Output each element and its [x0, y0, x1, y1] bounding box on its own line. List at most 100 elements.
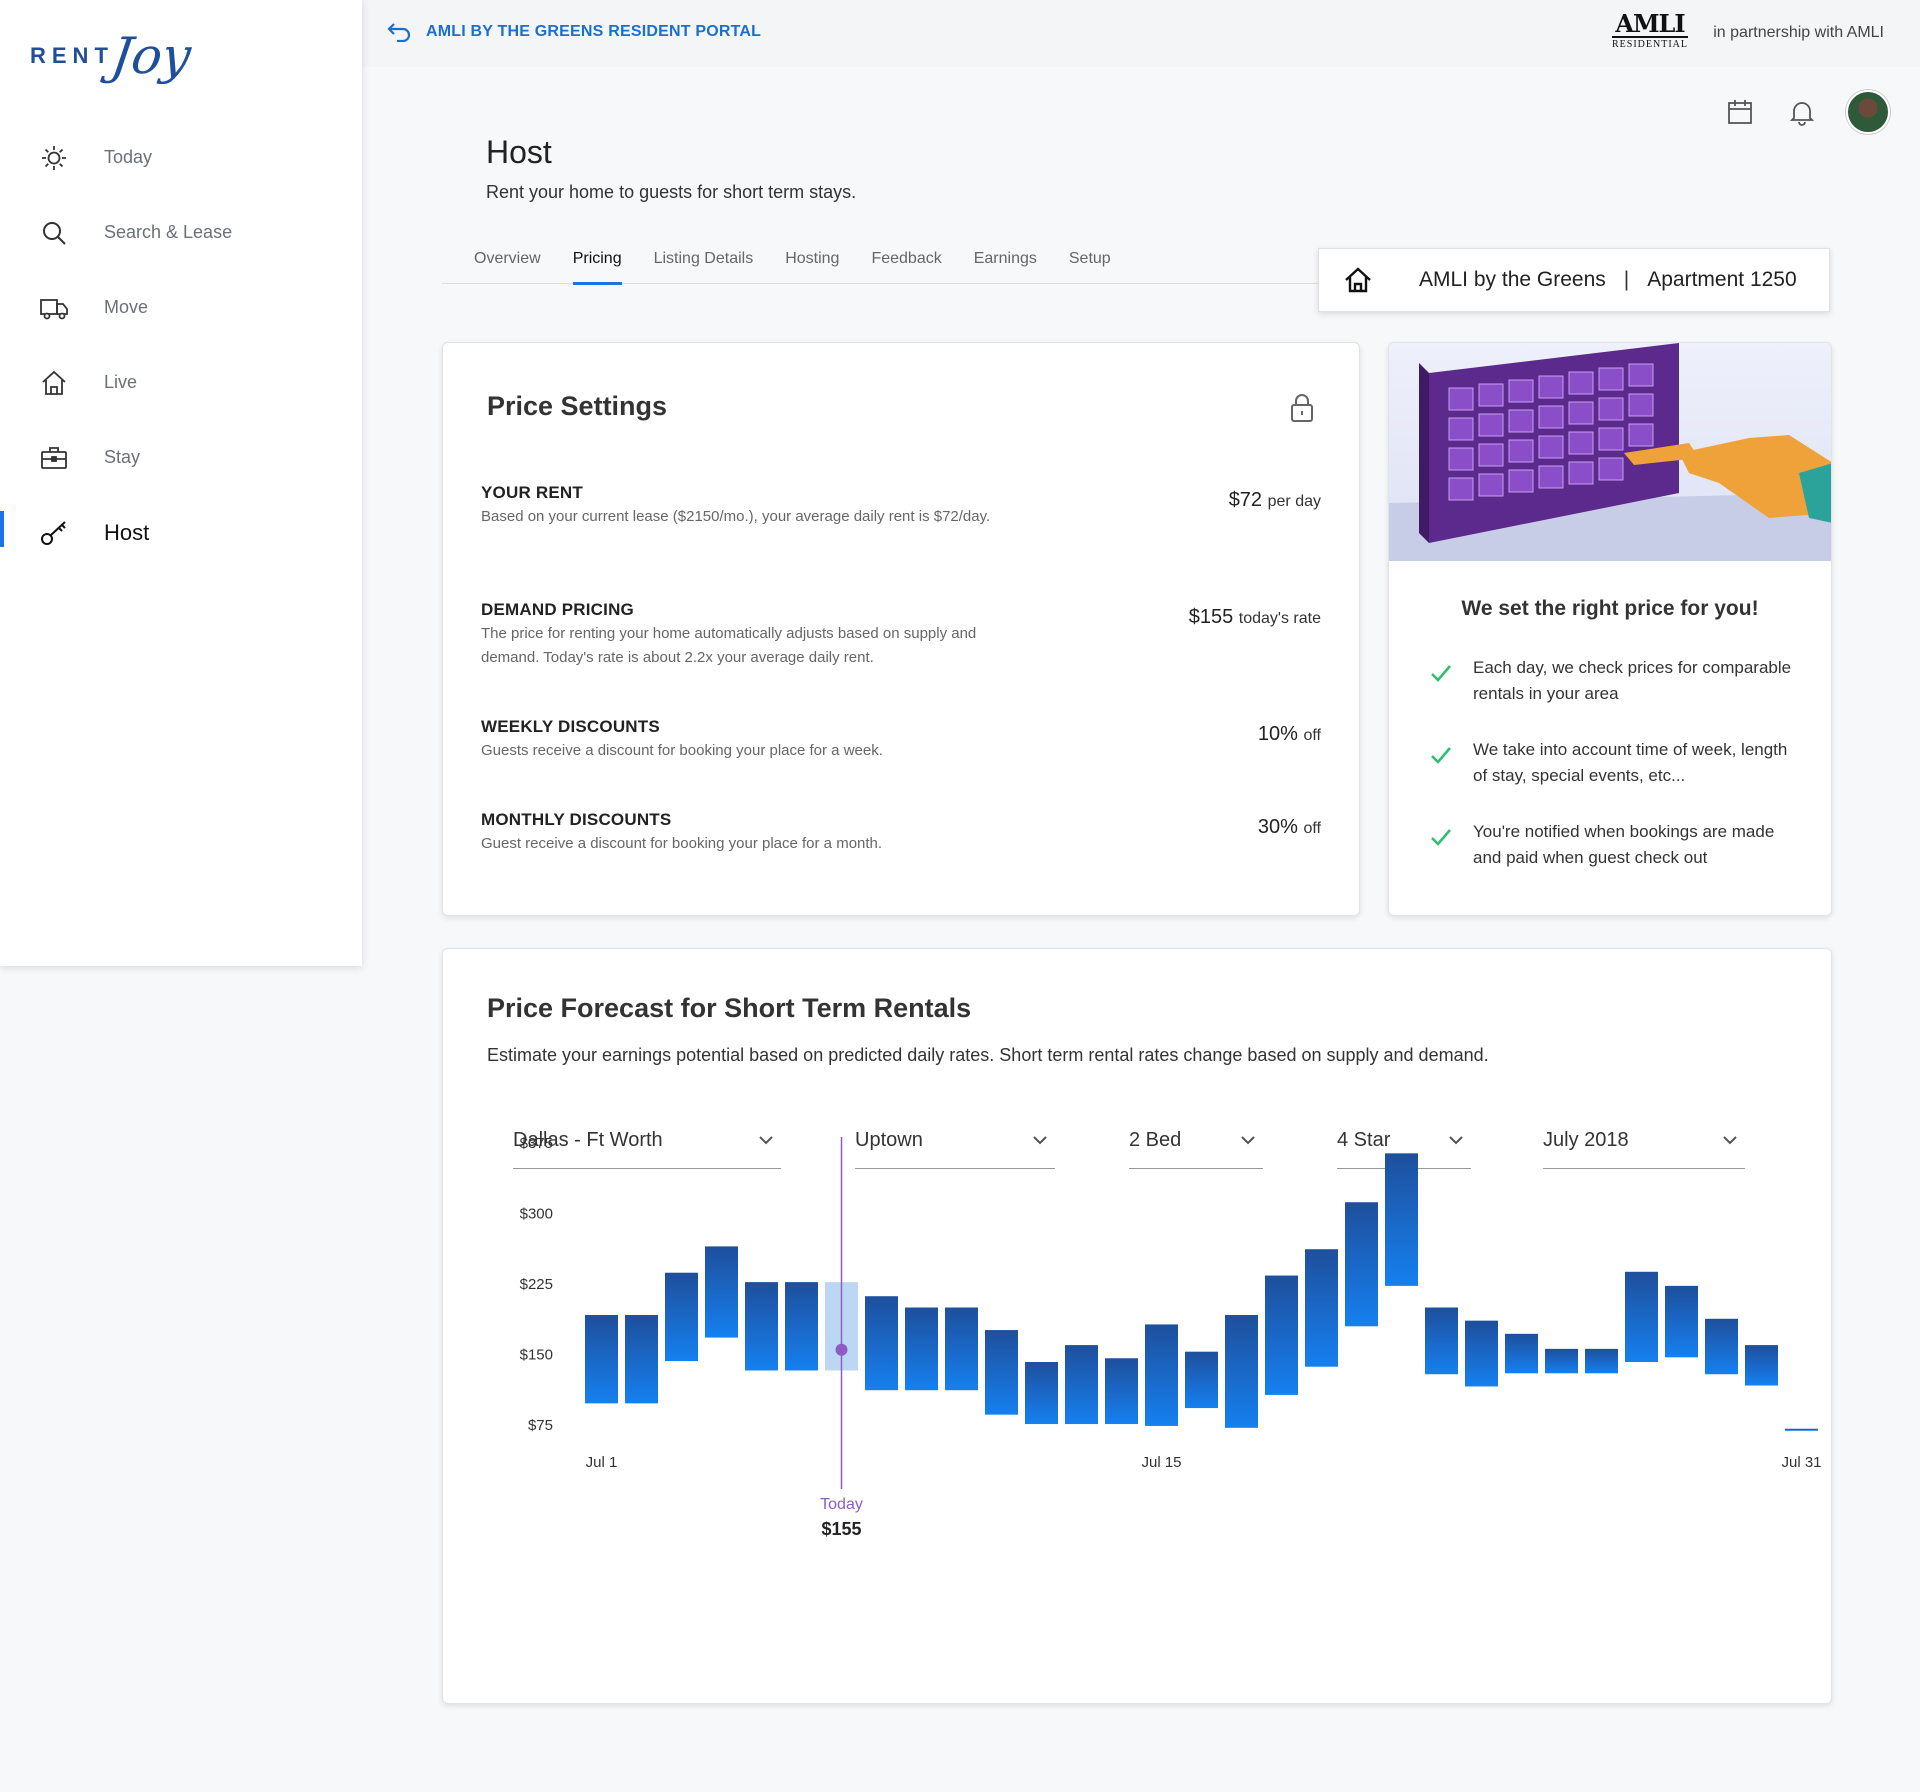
check-icon: [1431, 829, 1451, 846]
sidebar-item-today[interactable]: Today: [0, 120, 362, 195]
tab-setup[interactable]: Setup: [1068, 250, 1111, 267]
sidebar-item-label: Search & Lease: [104, 222, 233, 242]
chart-bar[interactable]: [985, 1330, 1018, 1415]
chart-bar[interactable]: [1745, 1345, 1778, 1386]
chart-bar[interactable]: [1465, 1320, 1498, 1387]
bell-icon[interactable]: [1782, 92, 1822, 132]
chart-bar[interactable]: [1105, 1358, 1138, 1425]
sidebar-item-label: Today: [104, 147, 153, 167]
today-point[interactable]: [835, 1343, 848, 1356]
price-settings-card: Price Settings YOUR RENT Based on your c…: [442, 342, 1360, 916]
amli-logo-subtext: RESIDENTIAL: [1612, 36, 1688, 51]
benefit-item: Each day, we check prices for comparable…: [1429, 655, 1799, 707]
chart-bar[interactable]: [1665, 1285, 1698, 1358]
setting-description: Guests receive a discount for booking yo…: [481, 742, 883, 759]
chart-bar[interactable]: [665, 1272, 698, 1362]
sidebar-item-search-lease[interactable]: Search & Lease: [0, 195, 362, 270]
chart-bar[interactable]: [1705, 1318, 1738, 1375]
rentjoy-logo[interactable]: RENT Joy: [30, 26, 194, 86]
chart-bar[interactable]: [1505, 1333, 1538, 1374]
setting-unit: per day: [1267, 493, 1321, 510]
sidebar-item-live[interactable]: Live: [0, 345, 362, 420]
chart-bar[interactable]: [1025, 1362, 1058, 1425]
tab-feedback[interactable]: Feedback: [871, 250, 942, 267]
setting-demand-pricing: DEMAND PRICING The price for renting you…: [481, 600, 1321, 670]
property-selector[interactable]: AMLI by the Greens | Apartment 1250: [1318, 248, 1830, 312]
dropdown-value: 2 Bed: [1129, 1129, 1182, 1151]
chart-bar[interactable]: [1305, 1249, 1338, 1367]
tab-earnings[interactable]: Earnings: [973, 250, 1037, 267]
y-tick-label: $300: [520, 1206, 553, 1223]
forecast-title: Price Forecast for Short Term Rentals: [487, 993, 972, 1023]
setting-value: $72 per day: [1229, 489, 1321, 512]
chart-bar[interactable]: [1145, 1324, 1178, 1426]
sidebar-item-label: Live: [104, 372, 138, 392]
sidebar-item-label: Move: [104, 297, 149, 317]
chart-bar[interactable]: [745, 1282, 778, 1371]
logo-rent-text: RENT: [30, 43, 114, 68]
price-settings-title: Price Settings: [487, 391, 668, 421]
month-dropdown[interactable]: July 2018: [1543, 1109, 1745, 1169]
tab-listing-details[interactable]: Listing Details: [653, 250, 754, 267]
chart-bar[interactable]: [1225, 1315, 1258, 1428]
tab-overview[interactable]: Overview: [474, 250, 541, 267]
setting-amount: 10%: [1257, 723, 1298, 745]
benefit-text: You're notified when bookings are made a…: [1473, 822, 1775, 867]
chart-bar[interactable]: [705, 1246, 738, 1338]
lock-icon[interactable]: [1289, 393, 1315, 423]
apartment-number: Apartment 1250: [1647, 268, 1797, 291]
chevron-down-icon: [1723, 1136, 1737, 1145]
page-title: Host: [486, 134, 552, 170]
chart-bar[interactable]: [625, 1315, 658, 1404]
chart-bar[interactable]: [1425, 1307, 1458, 1375]
resident-portal-link[interactable]: AMLI BY THE GREENS RESIDENT PORTAL: [386, 22, 761, 42]
tab-hosting[interactable]: Hosting: [785, 250, 840, 267]
y-tick-label: $225: [520, 1276, 553, 1293]
tab-pricing[interactable]: Pricing: [572, 240, 622, 285]
benefit-item: We take into account time of week, lengt…: [1429, 737, 1799, 789]
chart-bar[interactable]: [865, 1296, 898, 1391]
page-subtitle: Rent your home to guests for short term …: [486, 182, 857, 202]
top-bar: AMLI BY THE GREENS RESIDENT PORTAL AMLI …: [362, 0, 1920, 67]
chart-bar[interactable]: [785, 1282, 818, 1371]
dropdown-value: Dallas - Ft Worth: [513, 1129, 663, 1151]
suitcase-icon: [38, 442, 70, 474]
sidebar-item-host[interactable]: Host: [0, 495, 362, 570]
chart-bar[interactable]: [945, 1307, 978, 1391]
market-dropdown[interactable]: Dallas - Ft Worth: [513, 1109, 781, 1169]
sun-icon: [38, 142, 70, 174]
calendar-icon[interactable]: [1720, 92, 1760, 132]
setting-heading: YOUR RENT: [481, 483, 583, 502]
chart-bar[interactable]: [1385, 1153, 1418, 1286]
dropdown-value: July 2018: [1543, 1129, 1629, 1151]
setting-unit: today's rate: [1238, 610, 1321, 627]
y-tick-label: $375: [520, 1135, 553, 1152]
property-name: AMLI by the Greens: [1419, 268, 1606, 291]
bedrooms-dropdown[interactable]: 2 Bed: [1129, 1109, 1263, 1169]
sidebar-item-stay[interactable]: Stay: [0, 420, 362, 495]
neighborhood-dropdown[interactable]: Uptown: [855, 1109, 1055, 1169]
x-tick-label: Jul 1: [586, 1454, 618, 1471]
chart-bar[interactable]: [1625, 1271, 1658, 1363]
sidebar-item-label: Stay: [104, 447, 141, 467]
setting-heading: MONTHLY DISCOUNTS: [481, 810, 672, 829]
chart-bar[interactable]: [1265, 1275, 1298, 1395]
chart-bar[interactable]: [1785, 1428, 1818, 1431]
chart-bar[interactable]: [1065, 1345, 1098, 1425]
sidebar-item-move[interactable]: Move: [0, 270, 362, 345]
chart-bar[interactable]: [905, 1307, 938, 1391]
setting-amount: $72: [1228, 489, 1263, 511]
x-tick-label: Jul 15: [1141, 1454, 1181, 1471]
chart-bar[interactable]: [1345, 1202, 1378, 1327]
chart-bar[interactable]: [1185, 1351, 1218, 1409]
setting-description: Based on your current lease ($2150/mo.),…: [481, 508, 991, 525]
chart-bar[interactable]: [585, 1315, 618, 1404]
chevron-down-icon: [1033, 1136, 1047, 1145]
benefit-text: Each day, we check prices for comparable…: [1473, 658, 1792, 703]
pricing-calendar-illustration: [1389, 343, 1831, 561]
chart-bar[interactable]: [1585, 1348, 1618, 1374]
chart-bar[interactable]: [1545, 1348, 1578, 1374]
setting-value: $155 today's rate: [1189, 606, 1321, 629]
avatar[interactable]: [1846, 90, 1890, 134]
benefit-item: You're notified when bookings are made a…: [1429, 819, 1799, 871]
